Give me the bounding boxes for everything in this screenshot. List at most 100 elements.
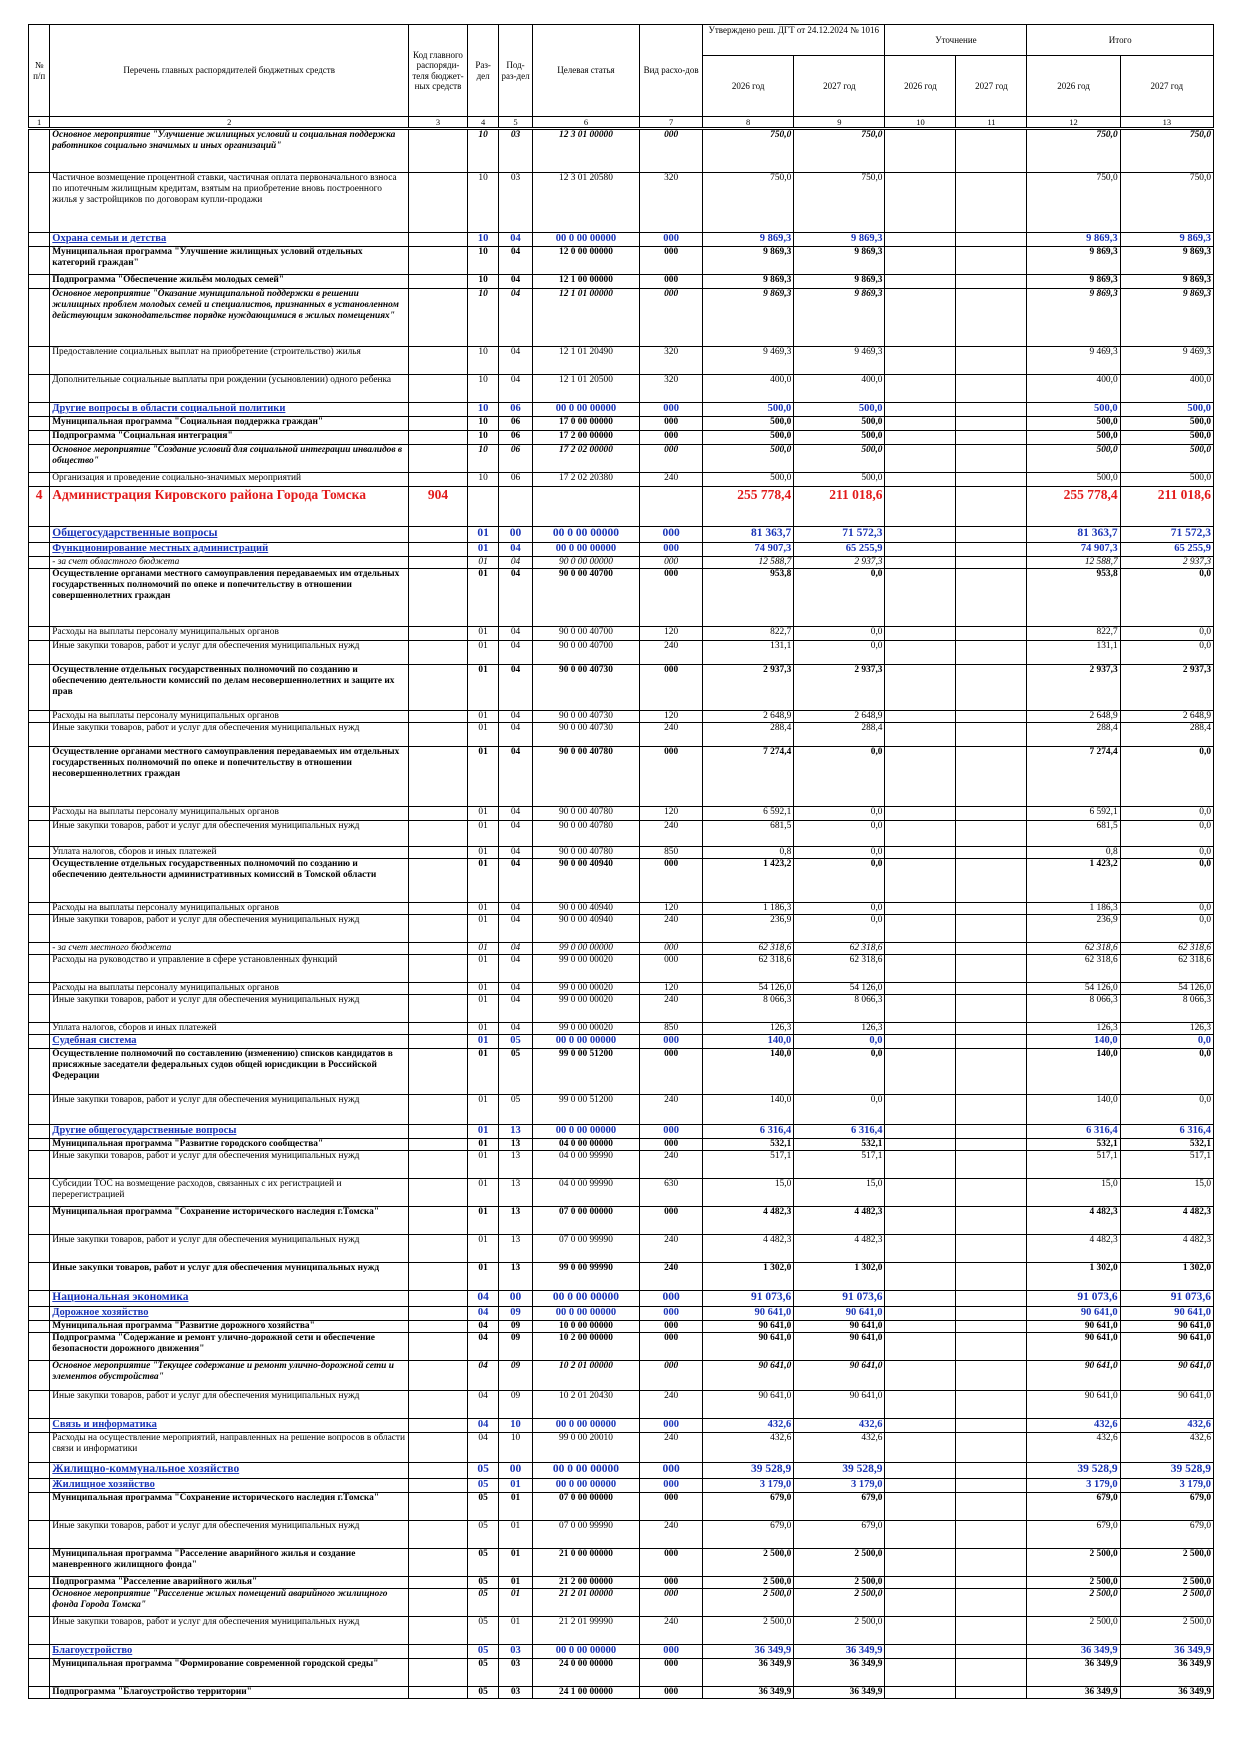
cell-clarify-2026 [884,416,957,431]
cell-target: 24 0 00 00000 [531,1658,641,1687]
cell-code [408,746,468,807]
cell-total-2026: 4 482,3 [1026,1234,1121,1263]
cell-approved-2027: 91 073,6 [793,1290,886,1307]
cell-total-2026: 236,9 [1026,914,1121,943]
cell-razdel: 01 [466,1022,500,1035]
cell-total-2027: 500,0 [1119,402,1215,417]
cell-target: 10 2 00 00000 [531,1332,641,1361]
cell-podrazdel: 04 [498,664,533,711]
cell-name: Судебная система [49,1034,410,1049]
cell-name: Функционирование местных администраций [49,542,410,557]
cell-approved-2026: 90 641,0 [702,1320,795,1333]
cell-clarify-2027 [955,246,1028,275]
cell-code [408,1360,468,1391]
cell-vid: 000 [639,1306,704,1321]
cell-approved-2026: 90 641,0 [702,1390,795,1419]
table-row: Муниципальная программа "Сохранение исто… [27,1206,1215,1235]
cell-total-2026: 91 073,6 [1026,1290,1121,1307]
cell-podrazdel: 13 [498,1150,533,1179]
cell-clarify-2026 [884,1492,957,1521]
cell-num [27,1320,51,1333]
cell-clarify-2027 [955,346,1028,375]
cell-clarify-2026 [884,1206,957,1235]
cell-razdel: 05 [466,1644,500,1659]
cell-razdel: 05 [466,1658,500,1687]
cell-name: Предоставление социальных выплат на прио… [49,346,410,375]
cell-total-2026: 140,0 [1026,1094,1121,1125]
cell-code [408,402,468,417]
cell-approved-2027: 54 126,0 [793,982,886,995]
cell-total-2027: 9 869,3 [1119,274,1215,289]
cell-vid: 240 [639,1234,704,1263]
table-row: Муниципальная программа "Улучшение жилищ… [27,246,1215,275]
cell-num [27,172,51,233]
table-row: Иные закупки товаров, работ и услуг для … [27,640,1215,665]
cell-code [408,1520,468,1549]
header-razdel: Раз-дел [466,24,500,117]
cell-vid: 320 [639,172,704,233]
budget-table: № п/п Перечень главных распорядителей бю… [27,24,1215,1699]
cell-vid: 120 [639,710,704,723]
cell-name: Уплата налогов, сборов и иных платежей [49,1022,410,1035]
cell-name: Иные закупки товаров, работ и услуг для … [49,1262,410,1291]
cell-total-2027: 211 018,6 [1119,486,1215,527]
cell-total-2026: 517,1 [1026,1150,1121,1179]
cell-clarify-2026 [884,1306,957,1321]
table-row: Расходы на выплаты персоналу муниципальн… [27,982,1215,995]
cell-razdel: 05 [466,1576,500,1589]
cell-vid: 000 [639,542,704,557]
cell-code [408,1332,468,1361]
cell-vid: 850 [639,846,704,859]
cell-podrazdel: 04 [498,994,533,1023]
cell-podrazdel: 00 [498,526,533,543]
cell-clarify-2026 [884,722,957,747]
cell-razdel: 04 [466,1290,500,1307]
cell-total-2026: 140,0 [1026,1048,1121,1095]
cell-vid: 000 [639,1686,704,1699]
cell-razdel: 05 [466,1588,500,1617]
cell-clarify-2026 [884,1178,957,1207]
cell-approved-2027: 432,6 [793,1432,886,1463]
cell-podrazdel: 04 [498,274,533,289]
cell-razdel: 05 [466,1462,500,1479]
table-row: Муниципальная программа "Социальная подд… [27,416,1215,431]
table-row: Муниципальная программа "Формирование со… [27,1658,1215,1687]
cell-total-2026: 39 528,9 [1026,1462,1121,1479]
cell-razdel: 10 [466,374,500,403]
cell-approved-2026: 81 363,7 [702,526,795,543]
cell-code [408,128,468,173]
cell-code [408,1432,468,1463]
cell-total-2026: 81 363,7 [1026,526,1121,543]
cell-total-2027: 0,0 [1119,640,1215,665]
table-row: - за счет местного бюджета 01 04 99 0 00 00… [27,942,1215,955]
cell-name: Частичное возмещение процентной ставки, … [49,172,410,233]
cell-podrazdel: 10 [498,1432,533,1463]
cell-target: 90 0 00 40730 [531,722,641,747]
cell-clarify-2026 [884,1658,957,1687]
cell-name: Основное мероприятие "Улучшение жилищных… [49,128,410,173]
cell-clarify-2027 [955,1462,1028,1479]
cell-approved-2027: 2 500,0 [793,1588,886,1617]
cell-num [27,1686,51,1699]
column-numbers-row: 1 2 3 4 5 6 7 8 9 10 11 12 13 [27,116,1215,130]
cell-name: Иные закупки товаров, работ и услуг для … [49,1390,410,1419]
cell-podrazdel: 04 [498,246,533,275]
cell-vid: 120 [639,626,704,641]
cell-podrazdel: 05 [498,1034,533,1049]
cell-num [27,846,51,859]
cell-num [27,954,51,983]
cell-code [408,1290,468,1307]
cell-code [408,954,468,983]
budget-table-container: № п/п Перечень главных распорядителей бю… [27,24,1215,1699]
cell-approved-2026: 679,0 [702,1520,795,1549]
cell-code [408,1478,468,1493]
cell-clarify-2027 [955,1262,1028,1291]
cell-approved-2027: 4 482,3 [793,1234,886,1263]
cell-num [27,746,51,807]
cell-num [27,542,51,557]
cell-code: 904 [408,486,468,527]
header-clarify-2026: 2026 год [884,55,957,117]
cell-clarify-2027 [955,374,1028,403]
cell-total-2026: 62 318,6 [1026,942,1121,955]
cell-clarify-2026 [884,568,957,627]
